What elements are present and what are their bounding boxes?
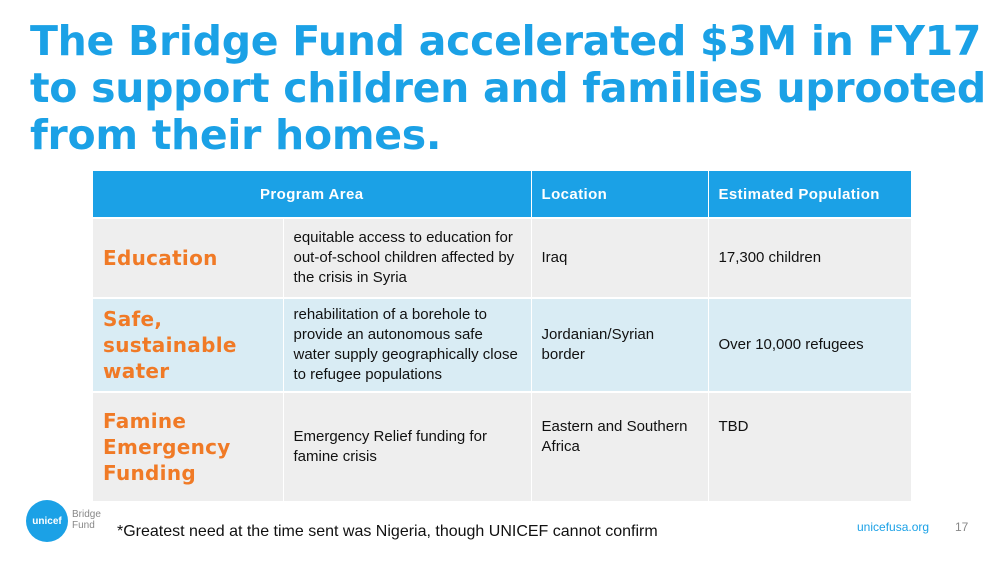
header-estimated-population: Estimated Population <box>708 171 912 219</box>
program-description: equitable access to education for out-of… <box>283 218 532 299</box>
table-row: Famine Emergency Funding Emergency Relie… <box>93 392 912 503</box>
logo-line-2: Fund <box>72 520 95 531</box>
program-table: Program Area Location Estimated Populati… <box>93 171 912 503</box>
program-location: Iraq <box>531 218 709 299</box>
header-program-area: Program Area <box>93 171 532 219</box>
program-location: Eastern and Southern Africa <box>531 392 709 503</box>
program-area-name: Famine Emergency Funding <box>93 392 284 503</box>
unicef-bridge-fund-logo: unicef Bridge Fund <box>26 500 116 542</box>
logo-wordmark: Bridge Fund <box>72 509 101 531</box>
footnote: *Greatest need at the time sent was Nige… <box>117 523 658 540</box>
footer-website: unicefusa.org <box>857 520 930 534</box>
program-description: Emergency Relief funding for famine cris… <box>283 392 532 503</box>
program-area-name: Safe, sustainable water <box>93 298 284 393</box>
unicef-logo-mark: unicef <box>26 500 68 542</box>
table-row: Safe, sustainable water rehabilitation o… <box>93 298 912 393</box>
program-population: 17,300 children <box>708 218 912 299</box>
program-population: Over 10,000 refugees <box>708 298 912 393</box>
logo-line-1: Bridge <box>72 509 101 520</box>
program-population: TBD <box>708 392 912 503</box>
program-description: rehabilitation of a borehole to provide … <box>283 298 532 393</box>
header-location: Location <box>531 171 709 219</box>
table-header-row: Program Area Location Estimated Populati… <box>93 171 912 219</box>
slide-title: The Bridge Fund accelerated $3M in FY17 … <box>30 17 986 159</box>
program-area-name: Education <box>93 218 284 299</box>
page-number: 17 <box>955 520 969 534</box>
program-location: Jordanian/Syrian border <box>531 298 709 393</box>
table-row: Education equitable access to education … <box>93 218 912 299</box>
